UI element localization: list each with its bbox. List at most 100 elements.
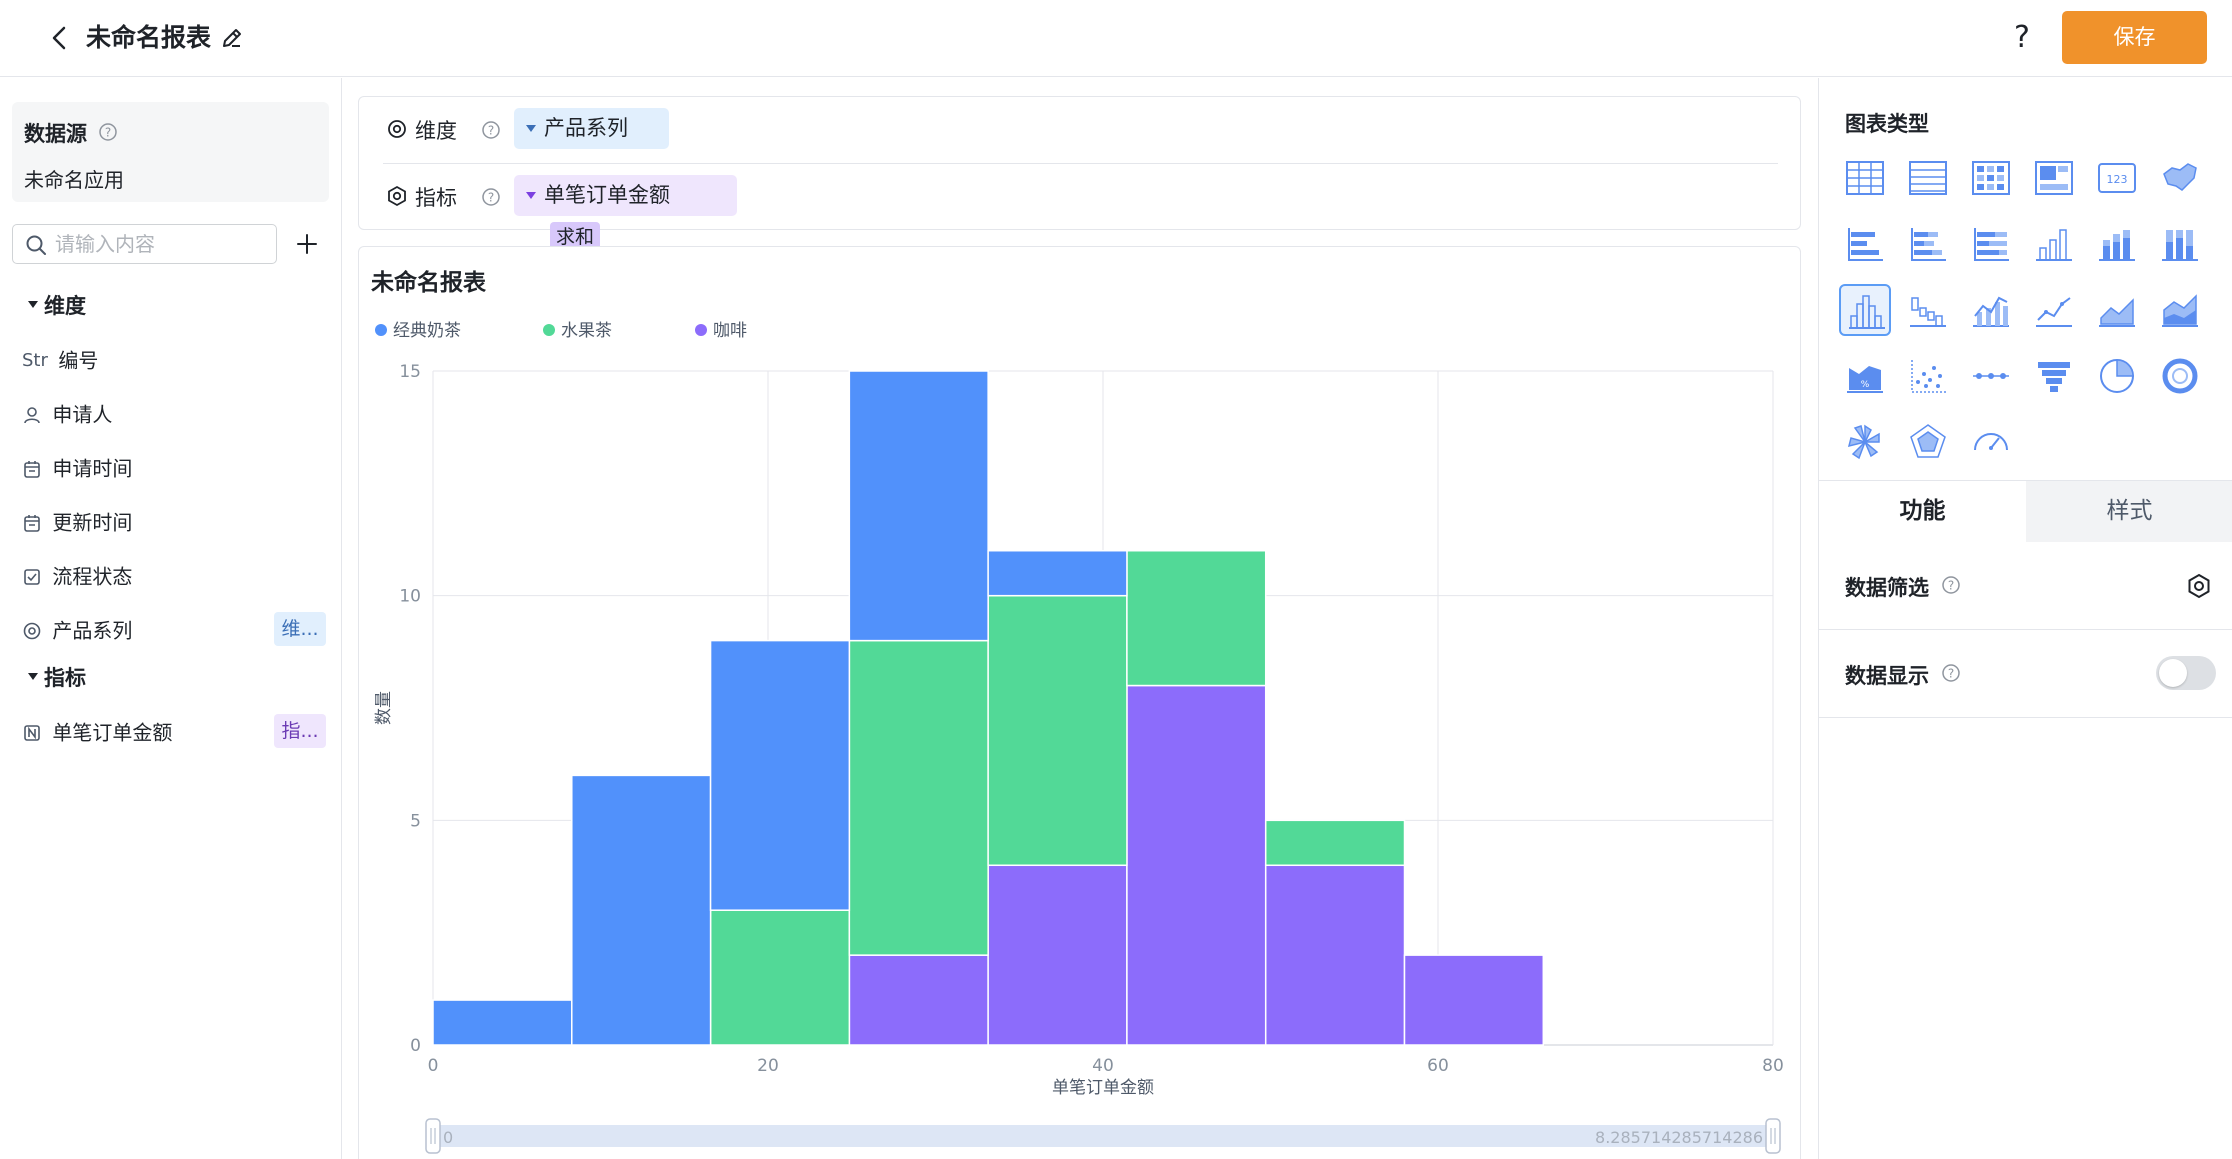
scatter-icon-graphic xyxy=(1911,360,1946,393)
dimension-group-header[interactable]: 维度 xyxy=(28,290,86,320)
ring-icon xyxy=(388,120,406,138)
detail-table-icon[interactable] xyxy=(1902,152,1954,204)
indicator-card-icon[interactable]: 123 xyxy=(2091,152,2143,204)
column-icon-graphic xyxy=(2036,229,2072,261)
top-bar: 未命名报表 ? 保存 xyxy=(0,0,2232,77)
legend-label: 水果茶 xyxy=(561,321,612,341)
field-sidebar: 数据源 ? 未命名应用 维度 Str 编号 申请人 申请时间 xyxy=(0,78,342,1159)
percent-bar-horizontal-icon[interactable] xyxy=(1965,218,2017,270)
svg-text:%: % xyxy=(1861,380,1870,390)
pivot-table-icon[interactable] xyxy=(1965,152,2017,204)
svg-text:?: ? xyxy=(105,126,111,140)
table-icon-graphic xyxy=(1846,161,1884,195)
page-title: 未命名报表 xyxy=(86,23,212,52)
dimension-chip[interactable]: 产品系列 xyxy=(514,108,669,149)
range-slider-handle-start[interactable] xyxy=(425,1118,441,1154)
x-tick-label: 0 xyxy=(428,1056,439,1076)
histogram-bar xyxy=(987,594,1128,867)
settings-panel: 图表类型 123% 功能 样式 数据筛选 ? 数据显示 ? xyxy=(1818,78,2232,1159)
histogram-bar xyxy=(571,774,712,1046)
range-slider-track xyxy=(433,1125,1773,1147)
area-icon[interactable] xyxy=(2091,284,2143,336)
histogram-bar xyxy=(709,639,851,911)
y-tick-label: 15 xyxy=(399,362,421,382)
histogram-bar xyxy=(1403,954,1545,1046)
field-item-applicant[interactable]: 申请人 xyxy=(22,394,332,432)
field-item-product-series[interactable]: 产品系列 维... xyxy=(22,610,332,648)
funnel-icon[interactable] xyxy=(2028,350,2080,402)
number-type-icon xyxy=(22,714,46,752)
svg-text:123: 123 xyxy=(2107,173,2128,186)
pie-icon[interactable] xyxy=(2091,350,2143,402)
histogram-bar xyxy=(1126,684,1267,1046)
person-icon xyxy=(22,396,46,434)
data-filter-row: 数据筛选 ? xyxy=(1819,542,2232,630)
search-box xyxy=(12,224,277,264)
dimension-row: 维度 ? 产品系列 xyxy=(359,97,1802,163)
radar-icon[interactable] xyxy=(1902,416,1954,468)
caret-down-icon xyxy=(526,125,536,132)
percent-area-icon[interactable]: % xyxy=(1839,350,1891,402)
histogram-icon[interactable] xyxy=(1839,284,1891,336)
datasource-card[interactable]: 数据源 ? 未命名应用 xyxy=(12,102,329,202)
plus-icon[interactable] xyxy=(293,230,321,258)
stacked-column-icon[interactable] xyxy=(2091,218,2143,270)
tab-style[interactable]: 样式 xyxy=(2026,481,2232,542)
svg-text:?: ? xyxy=(1948,667,1954,681)
gear-icon[interactable] xyxy=(2185,572,2213,600)
search-input[interactable] xyxy=(55,226,270,262)
card-icon[interactable] xyxy=(2028,152,2080,204)
field-item-apply-time[interactable]: 申请时间 xyxy=(22,448,332,486)
donut-icon-graphic xyxy=(2162,358,2198,394)
help-circle-icon[interactable]: ? xyxy=(1941,575,1961,595)
save-button[interactable]: 保存 xyxy=(2062,11,2207,64)
stacked-bar-horizontal-icon[interactable] xyxy=(1902,218,1954,270)
histogram-bar xyxy=(1264,864,1406,1046)
percent-column-icon[interactable] xyxy=(2154,218,2206,270)
histogram-chart: 经典奶茶 水果茶 咖啡 0 5 10 15 0 20 40 60 80 单笔订单金额 数量 0 8.285… xyxy=(374,321,1784,1154)
timeline-icon-graphic xyxy=(1973,373,2009,379)
range-slider-handle-end[interactable] xyxy=(1765,1118,1781,1154)
chart-types-title: 图表类型 xyxy=(1845,112,1929,136)
metric-chip[interactable]: 单笔订单金额求和 xyxy=(514,175,737,252)
help-circle-icon[interactable]: ? xyxy=(481,120,501,140)
table-icon[interactable] xyxy=(1839,152,1891,204)
slider-start-label: 0 xyxy=(443,1128,453,1147)
help-circle-icon[interactable]: ? xyxy=(481,187,501,207)
histogram-bar xyxy=(1126,549,1267,687)
tab-function[interactable]: 功能 xyxy=(1819,481,2026,542)
rose-icon[interactable] xyxy=(1839,416,1891,468)
caret-down-icon xyxy=(28,672,38,680)
gauge-icon[interactable] xyxy=(1965,416,2017,468)
metric-group-header[interactable]: 指标 xyxy=(28,662,86,692)
bar-horizontal-icon[interactable] xyxy=(1839,218,1891,270)
field-item-process-status[interactable]: 流程状态 xyxy=(22,556,332,594)
data-display-toggle[interactable] xyxy=(2156,656,2216,690)
card-icon-graphic xyxy=(2035,161,2073,195)
radar-icon-graphic xyxy=(1910,424,1946,458)
pencil-icon[interactable] xyxy=(218,24,246,52)
gauge-icon-graphic xyxy=(1974,433,2008,451)
help-circle-icon[interactable]: ? xyxy=(1941,663,1961,683)
help-icon[interactable]: ? xyxy=(2014,20,2030,55)
scatter-icon[interactable] xyxy=(1902,350,1954,402)
field-item-order-amount[interactable]: 单笔订单金额 指... xyxy=(22,712,332,750)
dimension-tag: 维... xyxy=(274,612,326,646)
help-circle-icon[interactable]: ? xyxy=(98,122,118,142)
percent-bar-horizontal-icon-graphic xyxy=(1974,228,2009,261)
divider xyxy=(383,163,1778,164)
field-item-id[interactable]: Str 编号 xyxy=(22,340,332,378)
timeline-icon[interactable] xyxy=(1965,350,2017,402)
chevron-left-icon[interactable] xyxy=(44,22,76,54)
field-item-update-time[interactable]: 更新时间 xyxy=(22,502,332,540)
map-icon[interactable] xyxy=(2154,152,2206,204)
waterfall-icon[interactable] xyxy=(1902,284,1954,336)
donut-icon[interactable] xyxy=(2154,350,2206,402)
legend-label: 经典奶茶 xyxy=(393,321,461,341)
combo-icon[interactable] xyxy=(1965,284,2017,336)
stacked-area-icon[interactable] xyxy=(2154,284,2206,336)
checkbox-icon xyxy=(22,558,46,596)
column-icon[interactable] xyxy=(2028,218,2080,270)
line-icon[interactable] xyxy=(2028,284,2080,336)
stacked-bar-horizontal-icon-graphic xyxy=(1911,228,1946,261)
